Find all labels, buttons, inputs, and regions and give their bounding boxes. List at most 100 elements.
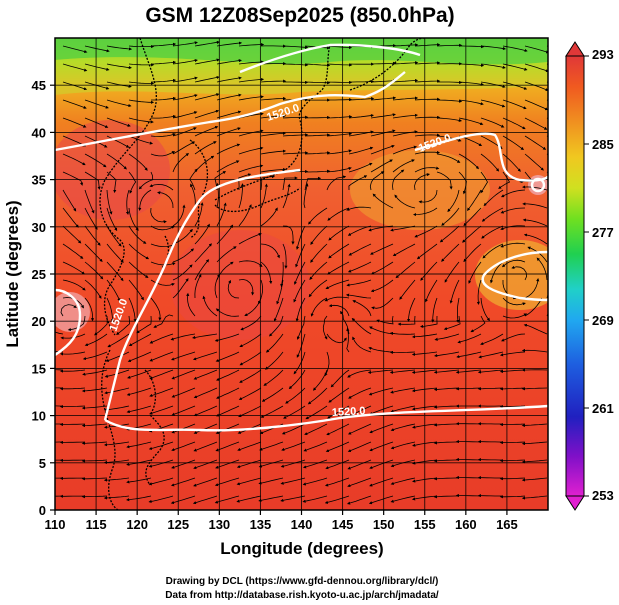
streamline <box>282 151 309 155</box>
streamline <box>276 279 284 305</box>
streamline <box>411 495 438 501</box>
streamline <box>282 243 288 269</box>
streamline <box>105 351 130 362</box>
streamline <box>193 459 218 470</box>
streamline <box>238 95 264 101</box>
streamline <box>126 387 152 396</box>
streamline <box>216 224 234 245</box>
streamline <box>433 387 460 392</box>
streamline <box>501 333 526 342</box>
streamline <box>194 273 202 299</box>
streamline <box>369 326 394 335</box>
streamline <box>55 387 64 389</box>
streamline <box>434 333 460 341</box>
streamline <box>116 315 130 335</box>
streamline <box>390 441 416 450</box>
streamline <box>346 279 372 287</box>
warm-region <box>55 120 170 220</box>
streamline <box>62 225 82 244</box>
streamline <box>240 315 262 331</box>
streamline <box>125 189 130 215</box>
streamline <box>436 171 453 190</box>
coastline-indochina <box>101 349 119 510</box>
streamline <box>128 243 150 260</box>
streamline <box>347 477 372 488</box>
y-tick-label: 45 <box>32 78 46 93</box>
streamline <box>149 387 174 397</box>
y-tick-label: 10 <box>32 409 46 424</box>
streamline <box>216 110 242 119</box>
streamline <box>214 495 240 504</box>
streamline <box>260 131 287 137</box>
streamline <box>62 153 86 166</box>
streamline <box>150 225 175 231</box>
streamline <box>376 315 394 325</box>
streamline <box>60 304 77 317</box>
streamline <box>436 43 463 47</box>
streamline <box>59 405 86 409</box>
streamline <box>368 495 394 505</box>
streamline <box>302 477 328 486</box>
streamline <box>326 115 353 119</box>
streamline <box>62 45 88 54</box>
streamline <box>269 315 284 337</box>
streamline <box>150 279 175 287</box>
streamline <box>149 333 174 344</box>
streamline <box>261 387 284 402</box>
streamline <box>392 78 419 83</box>
streamline <box>106 225 122 247</box>
streamline <box>370 96 397 101</box>
streamline <box>433 423 459 427</box>
y-tick-label: 25 <box>32 267 46 282</box>
x-tick-label: 140 <box>291 517 313 532</box>
streamline <box>304 133 331 137</box>
streamline <box>172 204 186 227</box>
streamline <box>390 225 416 232</box>
streamline <box>368 346 394 353</box>
streamline <box>462 225 482 243</box>
streamline <box>347 225 372 236</box>
streamline <box>457 333 482 344</box>
streamline <box>148 441 174 450</box>
coastline-japan <box>214 44 331 201</box>
streamline <box>411 351 438 356</box>
streamline <box>433 459 459 463</box>
streamline <box>389 350 416 354</box>
streamline <box>260 175 275 191</box>
streamline <box>282 176 298 191</box>
streamline <box>238 112 264 119</box>
streamline <box>171 405 196 416</box>
streamline <box>215 423 240 434</box>
streamline <box>524 117 548 130</box>
streamline <box>420 315 438 328</box>
streamline <box>521 423 548 428</box>
streamline <box>170 495 196 505</box>
streamline <box>260 114 287 119</box>
streamline <box>193 405 218 417</box>
streamline <box>524 153 544 171</box>
streamline <box>106 297 115 323</box>
streamline <box>468 261 482 284</box>
streamline <box>463 207 482 227</box>
streamline <box>81 387 108 393</box>
streamline <box>127 369 152 379</box>
streamline <box>193 441 218 452</box>
warm-region <box>170 230 310 340</box>
streamline <box>128 44 155 49</box>
colorbar-lower-arrow <box>565 495 585 511</box>
x-tick-label: 115 <box>86 517 107 532</box>
streamline <box>368 225 394 232</box>
streamline <box>489 261 504 284</box>
colorbar-tick-label: 253 <box>592 488 614 503</box>
colorbar-upper-arrow <box>565 41 585 57</box>
streamline <box>326 149 352 155</box>
streamline <box>447 189 460 213</box>
streamline <box>194 75 220 83</box>
streamline <box>328 387 350 403</box>
streamline <box>392 113 419 119</box>
streamline <box>282 63 309 67</box>
streamline <box>483 189 504 207</box>
streamline <box>326 63 353 67</box>
streamline <box>265 333 284 353</box>
streamline <box>128 135 154 145</box>
